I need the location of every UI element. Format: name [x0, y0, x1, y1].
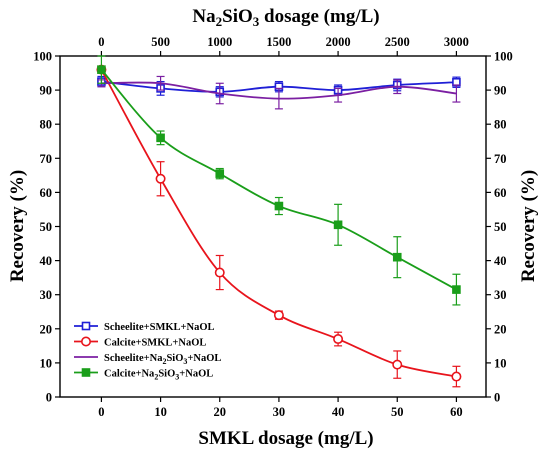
data-point [273, 310, 284, 321]
x-tick-label-bottom: 0 [98, 405, 104, 419]
legend-label: Calcite+Na2SiO3+NaOL [104, 369, 213, 382]
data-point [333, 220, 343, 230]
x-axis-title-bottom: SMKL dosage (mg/L) [198, 428, 373, 449]
data-point [452, 285, 461, 294]
legend-label-part: SiO [166, 353, 183, 364]
y-tick-label-left: 20 [40, 322, 53, 336]
legend-label-part: 2 [154, 373, 158, 382]
x-tick-label-bottom: 60 [450, 405, 463, 419]
y-tick-label-left: 30 [40, 288, 53, 302]
top-title-na: Na [192, 6, 216, 27]
legend-label: Scheelite+SMKL+NaOL [104, 322, 215, 333]
y-tick-label-left: 40 [40, 254, 53, 268]
y-tick-label-left: 10 [40, 356, 53, 370]
x-tick-label-top: 2000 [326, 35, 351, 49]
y-tick-label-left: 100 [33, 50, 52, 64]
legend-label-part: Calcite+Na [104, 369, 155, 380]
series-2 [97, 75, 461, 110]
top-title-sio: SiO [222, 6, 253, 27]
data-point [97, 65, 106, 74]
y-tick-label-right: 0 [494, 391, 500, 405]
legend-label-part: +NaOL [179, 369, 213, 380]
data-point [156, 133, 165, 143]
legend: Scheelite+SMKL+NaOL Calcite+SMKL+NaOL Sche… [74, 321, 221, 382]
x-tick-label-bottom: 10 [154, 405, 167, 419]
y-tick-label-right: 80 [494, 118, 507, 132]
y-tick-label-left: 50 [40, 220, 53, 234]
x-tick-label-bottom: 40 [332, 405, 345, 419]
legend-marker [81, 336, 92, 347]
y-tick-label-right: 10 [494, 356, 507, 370]
legend-label-part: +NaOL [187, 353, 221, 364]
legend-label-part: 3 [175, 373, 179, 382]
series-1 [96, 64, 462, 388]
legend-label: Calcite+SMKL+NaOL [104, 338, 206, 349]
y-tick-label-right: 90 [494, 84, 507, 98]
legend-marker [81, 321, 91, 331]
y-tick-label-right: 40 [494, 254, 507, 268]
x-tick-label-bottom: 50 [391, 405, 404, 419]
y-tick-label-right: 60 [494, 186, 507, 200]
y-axis-title-left: Recovery (%) [7, 170, 28, 282]
y-tick-label-right: 30 [494, 288, 507, 302]
x-tick-label-top: 1000 [207, 35, 232, 49]
x-tick-label-top: 3000 [444, 35, 469, 49]
y-tick-label-left: 60 [40, 186, 53, 200]
top-title-tail: dosage (mg/L) [259, 6, 379, 27]
y-tick-label-left: 80 [40, 118, 53, 132]
x-tick-label-top: 1500 [266, 35, 291, 49]
y-tick-label-right: 100 [494, 50, 513, 64]
data-point [155, 173, 166, 184]
legend-marker [81, 368, 91, 377]
y-tick-label-left: 0 [46, 391, 52, 405]
x-tick-label-top: 2500 [385, 35, 410, 49]
x-tick-label-bottom: 20 [214, 405, 227, 419]
data-point [392, 359, 403, 370]
x-tick-label-top: 500 [151, 35, 170, 49]
y-tick-label-left: 90 [40, 84, 53, 98]
y-tick-label-right: 70 [494, 152, 507, 166]
data-point [274, 201, 284, 211]
series-3 [97, 55, 461, 306]
series-layer [96, 55, 462, 388]
data-point [215, 169, 225, 178]
y-tick-label-left: 70 [40, 152, 53, 166]
top-title-sub2: 3 [253, 14, 260, 29]
legend-label-part: Scheelite+Na [104, 353, 163, 364]
axis-ticks: 0 10 20 30 40 50 600 500 1000 1500 2000 2500 3000010… [33, 35, 513, 419]
x-tick-label-bottom: 30 [273, 405, 286, 419]
y-tick-label-right: 20 [494, 322, 507, 336]
x-axis-title-top: Na2SiO3 dosage (mg/L) [192, 6, 379, 29]
legend-label-part: SiO [158, 369, 175, 380]
y-axis-title-right: Recovery (%) [518, 170, 539, 282]
x-tick-label-top: 0 [98, 35, 104, 49]
data-point [214, 267, 225, 278]
data-point [451, 371, 462, 382]
data-point [333, 334, 344, 345]
top-title-sub1: 2 [216, 14, 223, 29]
data-point [392, 252, 402, 262]
legend-label-part: 3 [183, 357, 187, 366]
y-tick-label-right: 50 [494, 220, 507, 234]
legend-label: Scheelite+Na2SiO3+NaOL [104, 353, 221, 366]
legend-label-part: 2 [162, 357, 166, 366]
